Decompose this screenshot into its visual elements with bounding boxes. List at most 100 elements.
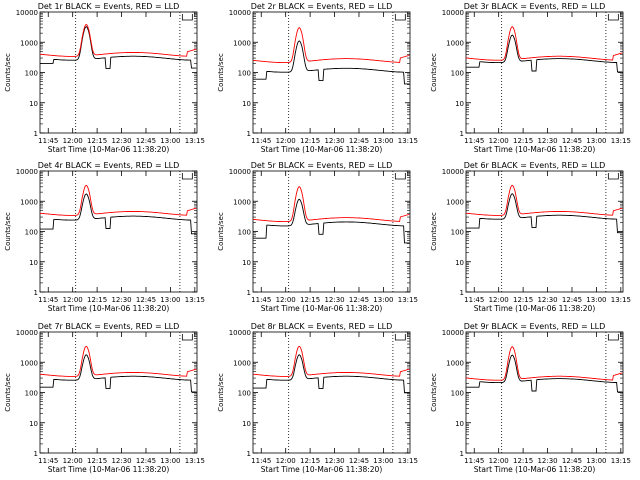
x-tick-label: 13:00	[373, 457, 393, 465]
y-tick-label: 10000	[229, 168, 251, 176]
detector-panel-9: Det 9r BLACK = Events, RED = LLD 1 10 100 10…	[430, 322, 631, 474]
x-tick-label: 13:15	[185, 137, 205, 145]
x-tick-label: 12:30	[537, 457, 557, 465]
x-tick-label: 12:30	[111, 296, 131, 304]
y-tick-label: 1	[34, 289, 38, 297]
x-tick-label: 12:15	[87, 457, 107, 465]
plot-frame	[39, 11, 198, 134]
plot-title: Det 4r BLACK = Events, RED = LLD	[38, 161, 180, 170]
interval-bracket	[181, 173, 193, 180]
interval-bracket	[394, 334, 406, 341]
x-tick-label: 12:45	[349, 137, 369, 145]
detector-panel-5: Det 5r BLACK = Events, RED = LLD 1 10 100 10…	[217, 161, 418, 313]
x-tick-label: 12:45	[136, 296, 156, 304]
series-line-lld	[466, 26, 623, 61]
y-tick-label: 10	[29, 420, 38, 428]
x-tick-label: 12:30	[324, 137, 344, 145]
y-tick-label: 10	[242, 259, 251, 267]
plot-frame	[465, 170, 624, 293]
x-tick-label: 12:15	[513, 137, 533, 145]
y-tick-label: 100	[238, 70, 251, 78]
interval-bracket	[181, 334, 193, 341]
x-tick-label: 13:00	[160, 457, 180, 465]
y-tick-label: 1000	[20, 198, 38, 206]
x-tick-label: 11:45	[38, 137, 58, 145]
x-axis-label: Start Time (10-Mar-06 11:38:20)	[474, 465, 596, 474]
series-line-lld	[39, 184, 197, 216]
x-tick-label: 13:15	[611, 137, 631, 145]
y-tick-label: 1000	[446, 359, 464, 367]
x-tick-label: 13:00	[160, 137, 180, 145]
x-axis-label: Start Time (10-Mar-06 11:38:20)	[261, 145, 383, 154]
x-tick-label: 13:00	[373, 296, 393, 304]
x-tick-label: 12:45	[562, 457, 582, 465]
x-tick-label: 11:45	[251, 457, 271, 465]
series-line-lld	[39, 23, 197, 57]
y-tick-label: 100	[25, 70, 38, 78]
y-tick-label: 1000	[233, 359, 251, 367]
x-tick-label: 13:00	[586, 137, 606, 145]
series-line-lld	[466, 346, 623, 381]
x-tick-label: 13:00	[586, 296, 606, 304]
x-tick-label: 12:00	[489, 137, 509, 145]
x-tick-label: 11:45	[38, 457, 58, 465]
x-tick-label: 12:00	[276, 457, 296, 465]
interval-bracket	[607, 173, 619, 180]
x-tick-label: 12:15	[513, 457, 533, 465]
y-tick-label: 1000	[233, 198, 251, 206]
x-tick-label: 12:15	[300, 296, 320, 304]
y-tick-label: 10000	[442, 329, 464, 337]
y-tick-label: 1	[460, 450, 464, 458]
plot-title: Det 5r BLACK = Events, RED = LLD	[251, 161, 393, 170]
y-tick-label: 100	[238, 390, 251, 398]
y-tick-label: 10000	[16, 329, 38, 337]
x-tick-label: 11:45	[251, 296, 271, 304]
y-tick-label: 10000	[442, 9, 464, 17]
interval-bracket	[394, 173, 406, 180]
detector-panel-3: Det 3r BLACK = Events, RED = LLD 1 10 100 10…	[430, 2, 631, 154]
y-tick-label: 10	[455, 259, 464, 267]
x-axis-label: Start Time (10-Mar-06 11:38:20)	[474, 304, 596, 313]
y-tick-label: 10000	[16, 168, 38, 176]
plot-title: Det 2r BLACK = Events, RED = LLD	[251, 2, 393, 11]
series-line-events	[466, 354, 623, 393]
series-line-lld	[252, 345, 410, 377]
y-tick-label: 1000	[20, 39, 38, 47]
y-tick-label: 1	[460, 289, 464, 297]
plot-frame	[252, 11, 411, 134]
x-tick-label: 13:00	[160, 296, 180, 304]
x-tick-label: 12:45	[349, 457, 369, 465]
series-line-lld	[39, 345, 197, 377]
x-tick-label: 12:15	[87, 296, 107, 304]
x-axis-label: Start Time (10-Mar-06 11:38:20)	[48, 145, 170, 154]
x-tick-label: 12:00	[489, 457, 509, 465]
y-tick-label: 1000	[446, 198, 464, 206]
y-tick-label: 10000	[16, 9, 38, 17]
plot-title: Det 3r BLACK = Events, RED = LLD	[464, 2, 606, 11]
y-tick-label: 10	[242, 420, 251, 428]
y-axis-label: Counts/sec	[4, 373, 12, 412]
plot-title: Det 8r BLACK = Events, RED = LLD	[251, 322, 393, 331]
series-line-events	[40, 26, 197, 70]
plot-frame	[252, 331, 411, 454]
detector-panel-1: Det 1r BLACK = Events, RED = LLD 1 10 100 10…	[4, 2, 205, 154]
y-tick-label: 100	[451, 390, 464, 398]
x-tick-label: 13:15	[398, 457, 418, 465]
y-tick-label: 1	[247, 130, 251, 138]
x-tick-label: 13:15	[398, 137, 418, 145]
y-tick-label: 1	[247, 450, 251, 458]
x-tick-label: 12:00	[276, 296, 296, 304]
x-tick-label: 13:15	[398, 296, 418, 304]
y-tick-label: 100	[451, 70, 464, 78]
y-tick-label: 100	[238, 229, 251, 237]
x-tick-label: 12:45	[136, 457, 156, 465]
detector-panel-2: Det 2r BLACK = Events, RED = LLD 1 10 100 10…	[217, 2, 418, 154]
x-tick-label: 12:45	[349, 296, 369, 304]
y-axis-label: Counts/sec	[4, 212, 12, 251]
x-tick-label: 13:15	[185, 296, 205, 304]
series-line-lld	[252, 27, 410, 64]
x-tick-label: 12:00	[276, 137, 296, 145]
y-axis-label: Counts/sec	[430, 53, 438, 92]
x-tick-label: 12:30	[537, 137, 557, 145]
